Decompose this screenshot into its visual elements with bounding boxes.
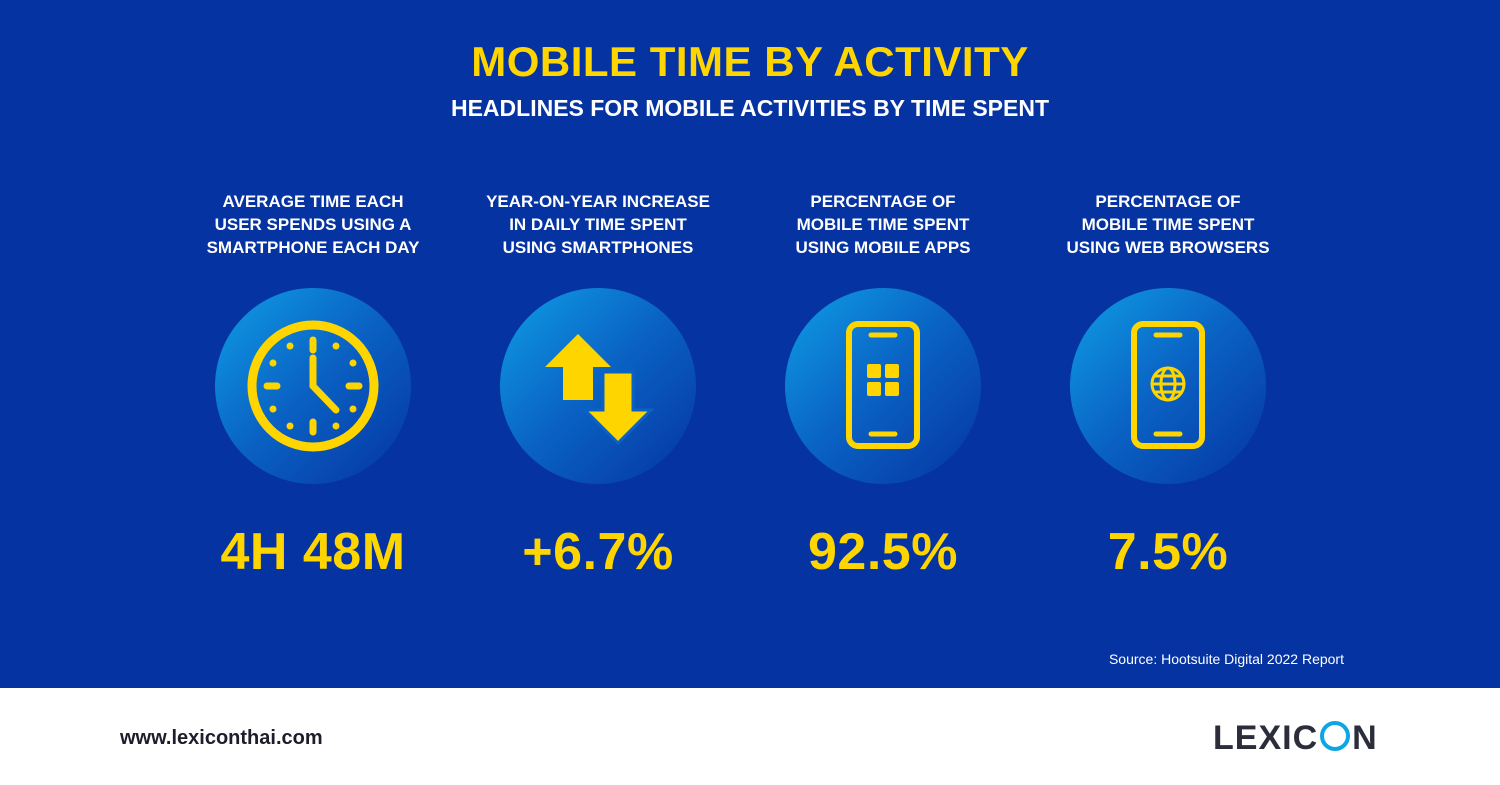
stat-mobile-apps: PERCENTAGE OF MOBILE TIME SPENT USING MO… xyxy=(733,190,1033,582)
stat-value: 7.5% xyxy=(1107,523,1229,581)
icon-circle xyxy=(215,288,411,484)
stat-value: +6.7% xyxy=(522,523,674,581)
stat-web-browsers: PERCENTAGE OF MOBILE TIME SPENT USING WE… xyxy=(1018,190,1318,582)
up-down-arrows-icon xyxy=(545,334,655,446)
icon-circle xyxy=(785,288,981,484)
page-subtitle: HEADLINES FOR MOBILE ACTIVITIES BY TIME … xyxy=(450,95,1050,121)
phone-apps-icon xyxy=(846,321,920,449)
infographic-panel: MOBILE TIME BY ACTIVITY HEADLINES FOR MO… xyxy=(0,0,1500,688)
footer-website-link[interactable]: www.lexiconthai.com xyxy=(120,727,323,749)
stat-label: PERCENTAGE OF MOBILE TIME SPENT USING WE… xyxy=(1066,192,1270,257)
stat-yoy-increase: YEAR-ON-YEAR INCREASE IN DAILY TIME SPEN… xyxy=(448,190,748,582)
stat-value: 4H 48M xyxy=(220,523,406,581)
logo-text-suffix: N xyxy=(1352,719,1378,757)
logo-o-ring-icon xyxy=(1320,721,1351,751)
page-title: MOBILE TIME BY ACTIVITY xyxy=(471,38,1029,85)
logo-text-prefix: LEXIC xyxy=(1213,719,1319,757)
stat-label: PERCENTAGE OF MOBILE TIME SPENT USING MO… xyxy=(795,192,971,257)
clock-icon xyxy=(247,320,379,452)
stat-value: 92.5% xyxy=(808,523,958,581)
stat-label: YEAR-ON-YEAR INCREASE IN DAILY TIME SPEN… xyxy=(486,192,710,257)
stat-label: AVERAGE TIME EACH USER SPENDS USING A SM… xyxy=(206,192,420,257)
lexicon-logo: LEXIC N xyxy=(1213,716,1388,760)
icon-circle xyxy=(500,288,696,484)
icon-circle xyxy=(1070,288,1266,484)
stat-daily-time: AVERAGE TIME EACH USER SPENDS USING A SM… xyxy=(163,190,463,582)
phone-globe-icon xyxy=(1131,321,1205,449)
source-note: Source: Hootsuite Digital 2022 Report xyxy=(1108,651,1344,667)
